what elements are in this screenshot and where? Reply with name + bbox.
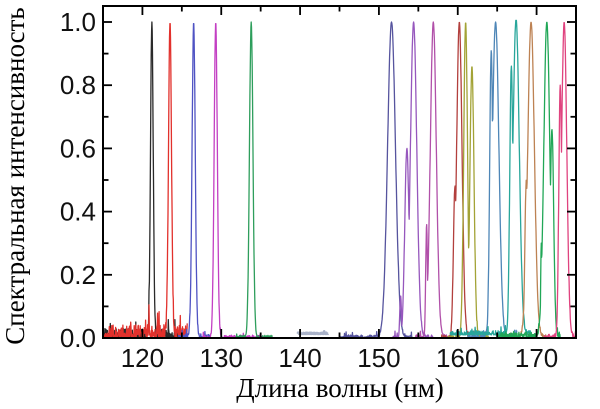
x-tick-label: 150: [357, 343, 400, 373]
series-peak-161.0nm-doublet: [447, 22, 490, 339]
x-tick-label: 120: [121, 343, 164, 373]
y-tick-label: 0.4: [60, 197, 96, 227]
series-peak-133.8nm: [235, 21, 273, 339]
series-peak-129.3nm: [201, 22, 265, 339]
series-peak-123.5nm: [102, 23, 188, 339]
series-peak-173.5nm: [543, 21, 577, 339]
series-peak-154.4nm: [392, 21, 434, 339]
x-tick-label: 130: [200, 343, 243, 373]
y-axis-title: Спектральная интенсивность: [0, 7, 30, 345]
series-peak-126.5nm: [178, 22, 211, 339]
series-peak-151.6nm: [338, 21, 413, 339]
x-axis-title: Длина волны (нм): [236, 373, 444, 403]
x-tick-label: 140: [278, 343, 321, 373]
plot-frame: [102, 5, 577, 339]
y-tick-label: 1.0: [60, 7, 96, 37]
series-peak-167.4nm: [449, 19, 533, 336]
x-tick-label: 170: [515, 343, 558, 373]
y-tick-label: 0.8: [60, 70, 96, 100]
series-baseline-trace-141nm: [296, 329, 330, 336]
y-tick-label: 0.0: [60, 323, 96, 353]
y-tick-label: 0.6: [60, 133, 96, 163]
x-tick-label: 160: [436, 343, 479, 373]
y-tick-label: 0.2: [60, 260, 96, 290]
